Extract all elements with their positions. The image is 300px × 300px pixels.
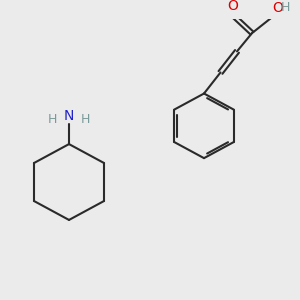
Text: O: O [272,1,283,15]
Text: H: H [81,113,90,126]
Text: N: N [64,109,74,123]
Text: H: H [48,113,57,126]
Text: H: H [280,1,290,13]
Text: O: O [227,0,238,13]
